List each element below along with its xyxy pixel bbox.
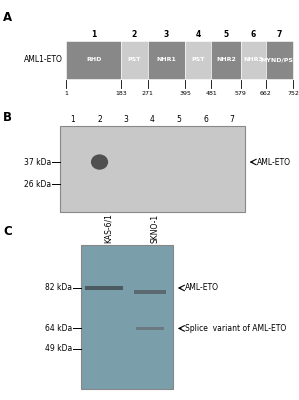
Bar bbox=[136, 327, 164, 330]
Text: 4: 4 bbox=[196, 30, 201, 39]
Text: 7: 7 bbox=[277, 30, 282, 39]
Text: 4: 4 bbox=[150, 115, 155, 124]
Text: AML1-ETO: AML1-ETO bbox=[24, 55, 63, 64]
Text: 82 kDa: 82 kDa bbox=[45, 284, 72, 292]
Text: 395: 395 bbox=[179, 91, 191, 96]
Bar bbox=[81, 245, 173, 389]
Text: 3: 3 bbox=[164, 30, 169, 39]
Text: 1: 1 bbox=[71, 115, 75, 124]
Bar bbox=[121, 41, 148, 78]
Text: 271: 271 bbox=[142, 91, 154, 96]
Text: PST: PST bbox=[191, 57, 205, 62]
Text: 1: 1 bbox=[64, 91, 68, 96]
Text: PST: PST bbox=[128, 57, 141, 62]
Bar bbox=[241, 41, 266, 78]
Text: B: B bbox=[3, 111, 12, 124]
Bar bbox=[60, 126, 245, 212]
Text: AML-ETO: AML-ETO bbox=[257, 158, 291, 166]
Text: 1: 1 bbox=[91, 30, 96, 39]
Text: NHR1: NHR1 bbox=[156, 57, 176, 62]
Text: 37 kDa: 37 kDa bbox=[24, 158, 51, 166]
Text: C: C bbox=[3, 225, 12, 238]
Text: 2: 2 bbox=[97, 115, 102, 124]
Bar bbox=[66, 41, 121, 78]
Text: 7: 7 bbox=[230, 115, 234, 124]
Text: 5: 5 bbox=[223, 30, 228, 39]
Text: 579: 579 bbox=[235, 91, 247, 96]
Text: 6: 6 bbox=[203, 115, 208, 124]
Bar bbox=[185, 41, 211, 78]
Bar bbox=[211, 41, 241, 78]
Text: 752: 752 bbox=[287, 91, 299, 96]
Bar bbox=[266, 41, 293, 78]
Text: 2: 2 bbox=[132, 30, 137, 39]
Text: MYND/PST: MYND/PST bbox=[261, 57, 298, 62]
Text: AML-ETO: AML-ETO bbox=[185, 284, 219, 292]
Text: KAS-6/1: KAS-6/1 bbox=[104, 213, 113, 243]
Text: SKNO-1: SKNO-1 bbox=[150, 214, 159, 243]
Ellipse shape bbox=[91, 154, 108, 170]
Text: 481: 481 bbox=[205, 91, 217, 96]
Text: NHR2: NHR2 bbox=[216, 57, 236, 62]
Text: 6: 6 bbox=[251, 30, 256, 39]
Text: 662: 662 bbox=[260, 91, 272, 96]
Text: 64 kDa: 64 kDa bbox=[45, 324, 72, 333]
Text: NHR3: NHR3 bbox=[243, 57, 263, 62]
Bar bbox=[148, 41, 185, 78]
Bar bbox=[85, 286, 123, 290]
Bar bbox=[134, 290, 167, 294]
Text: 183: 183 bbox=[115, 91, 127, 96]
Text: A: A bbox=[3, 11, 12, 24]
Text: 3: 3 bbox=[123, 115, 129, 124]
Text: 26 kDa: 26 kDa bbox=[24, 180, 51, 189]
Text: 49 kDa: 49 kDa bbox=[45, 344, 72, 353]
Text: Splice  variant of AML-ETO: Splice variant of AML-ETO bbox=[185, 324, 287, 333]
Text: RHD: RHD bbox=[86, 57, 101, 62]
Text: 5: 5 bbox=[176, 115, 181, 124]
